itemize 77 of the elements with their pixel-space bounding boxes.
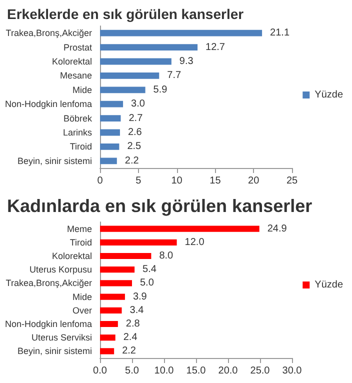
bar xyxy=(100,348,114,354)
bar xyxy=(100,252,152,260)
bar xyxy=(100,266,135,273)
y-tick-label: Trakea,Bronş,Akciğer xyxy=(6,278,92,288)
data-label: 2.2 xyxy=(124,155,140,166)
y-tick-label: Over xyxy=(72,305,92,316)
x-tick-label: 0.0 xyxy=(93,366,108,376)
y-tick-label: Uterus Serviksi xyxy=(31,332,92,343)
data-label: 3.4 xyxy=(130,304,144,316)
legend-label: Yüzde xyxy=(314,280,344,290)
data-label: 8.0 xyxy=(159,250,174,262)
chart-title: Kadınlarda en sık görülen kanserler xyxy=(7,196,312,216)
data-label: 5.4 xyxy=(142,264,157,276)
data-label: 24.9 xyxy=(267,223,288,234)
bar xyxy=(100,115,121,122)
bar xyxy=(100,239,177,246)
data-label: 3.9 xyxy=(132,291,148,302)
bar xyxy=(100,58,172,65)
data-label: 3.0 xyxy=(131,98,146,110)
y-tick-label: Kolorektal xyxy=(52,251,92,261)
data-label: 2.6 xyxy=(128,127,142,138)
y-tick-label: Mide xyxy=(72,292,92,302)
x-tick-label: 5.0 xyxy=(125,366,140,376)
y-tick-label: Tiroid xyxy=(70,237,92,248)
y-tick-label: Trakea,Bronş,Akciğer xyxy=(6,28,92,38)
x-tick-label: 10 xyxy=(171,176,183,186)
bar xyxy=(100,320,118,328)
y-tick-label: Larinks xyxy=(62,128,92,138)
x-tick-label: 15 xyxy=(210,176,222,186)
data-label: 2.7 xyxy=(128,112,144,124)
data-label: 2.4 xyxy=(123,332,138,344)
y-tick-label: Mesane xyxy=(60,70,92,81)
data-label: 5.0 xyxy=(140,278,154,289)
y-tick-label: Kolorektal xyxy=(52,56,92,66)
bar xyxy=(100,334,116,341)
x-tick-label: 25.0 xyxy=(250,366,270,376)
x-tick-label: 20 xyxy=(248,176,260,186)
y-tick-label: Non-Hodgkin lenfoma xyxy=(4,319,92,329)
data-label: 21.1 xyxy=(270,28,290,39)
x-tick-label: 15.0 xyxy=(186,366,206,376)
chart-title: Erkeklerde en sık görülen kanserler xyxy=(7,6,244,22)
bar xyxy=(100,226,260,232)
x-tick-label: 20.0 xyxy=(218,366,238,376)
bar xyxy=(100,144,120,150)
bar xyxy=(100,158,117,164)
bar xyxy=(100,44,198,50)
bar xyxy=(100,30,262,36)
y-tick-label: Prostat xyxy=(63,42,92,52)
bar xyxy=(100,129,120,136)
y-tick-label: Beyin, sinir sistemi xyxy=(17,156,92,166)
data-label: 2.2 xyxy=(122,346,136,357)
data-label: 2.8 xyxy=(126,318,140,330)
y-tick-label: Non-Hodgkin lenfoma xyxy=(4,99,92,110)
bar xyxy=(100,86,146,94)
data-label: 9.3 xyxy=(179,56,194,67)
y-tick-label: Tiroid xyxy=(70,142,92,152)
data-label: 12.0 xyxy=(184,236,205,248)
y-tick-label: Mide xyxy=(72,84,92,95)
bar xyxy=(100,307,122,314)
data-label: 5.9 xyxy=(153,84,168,96)
legend-label: Yüzde xyxy=(314,90,344,100)
x-tick-label: 10.0 xyxy=(154,366,174,376)
bar xyxy=(100,100,124,108)
x-tick-label: 25 xyxy=(286,176,298,186)
data-label: 12.7 xyxy=(206,42,226,53)
data-label: 2.5 xyxy=(127,141,142,152)
bar xyxy=(100,280,132,286)
bar xyxy=(100,294,125,300)
y-tick-label: Beyin, sinir sistemi xyxy=(17,346,92,356)
x-tick-label: 30.0 xyxy=(282,366,302,376)
y-tick-label: Böbrek xyxy=(63,113,92,124)
bar xyxy=(100,72,160,79)
x-tick-label: 5 xyxy=(136,176,142,186)
y-tick-label: Meme xyxy=(66,224,92,234)
x-tick-label: 0 xyxy=(97,176,104,186)
data-label: 7.7 xyxy=(167,70,182,82)
y-tick-label: Uterus Korpusu xyxy=(29,264,92,275)
